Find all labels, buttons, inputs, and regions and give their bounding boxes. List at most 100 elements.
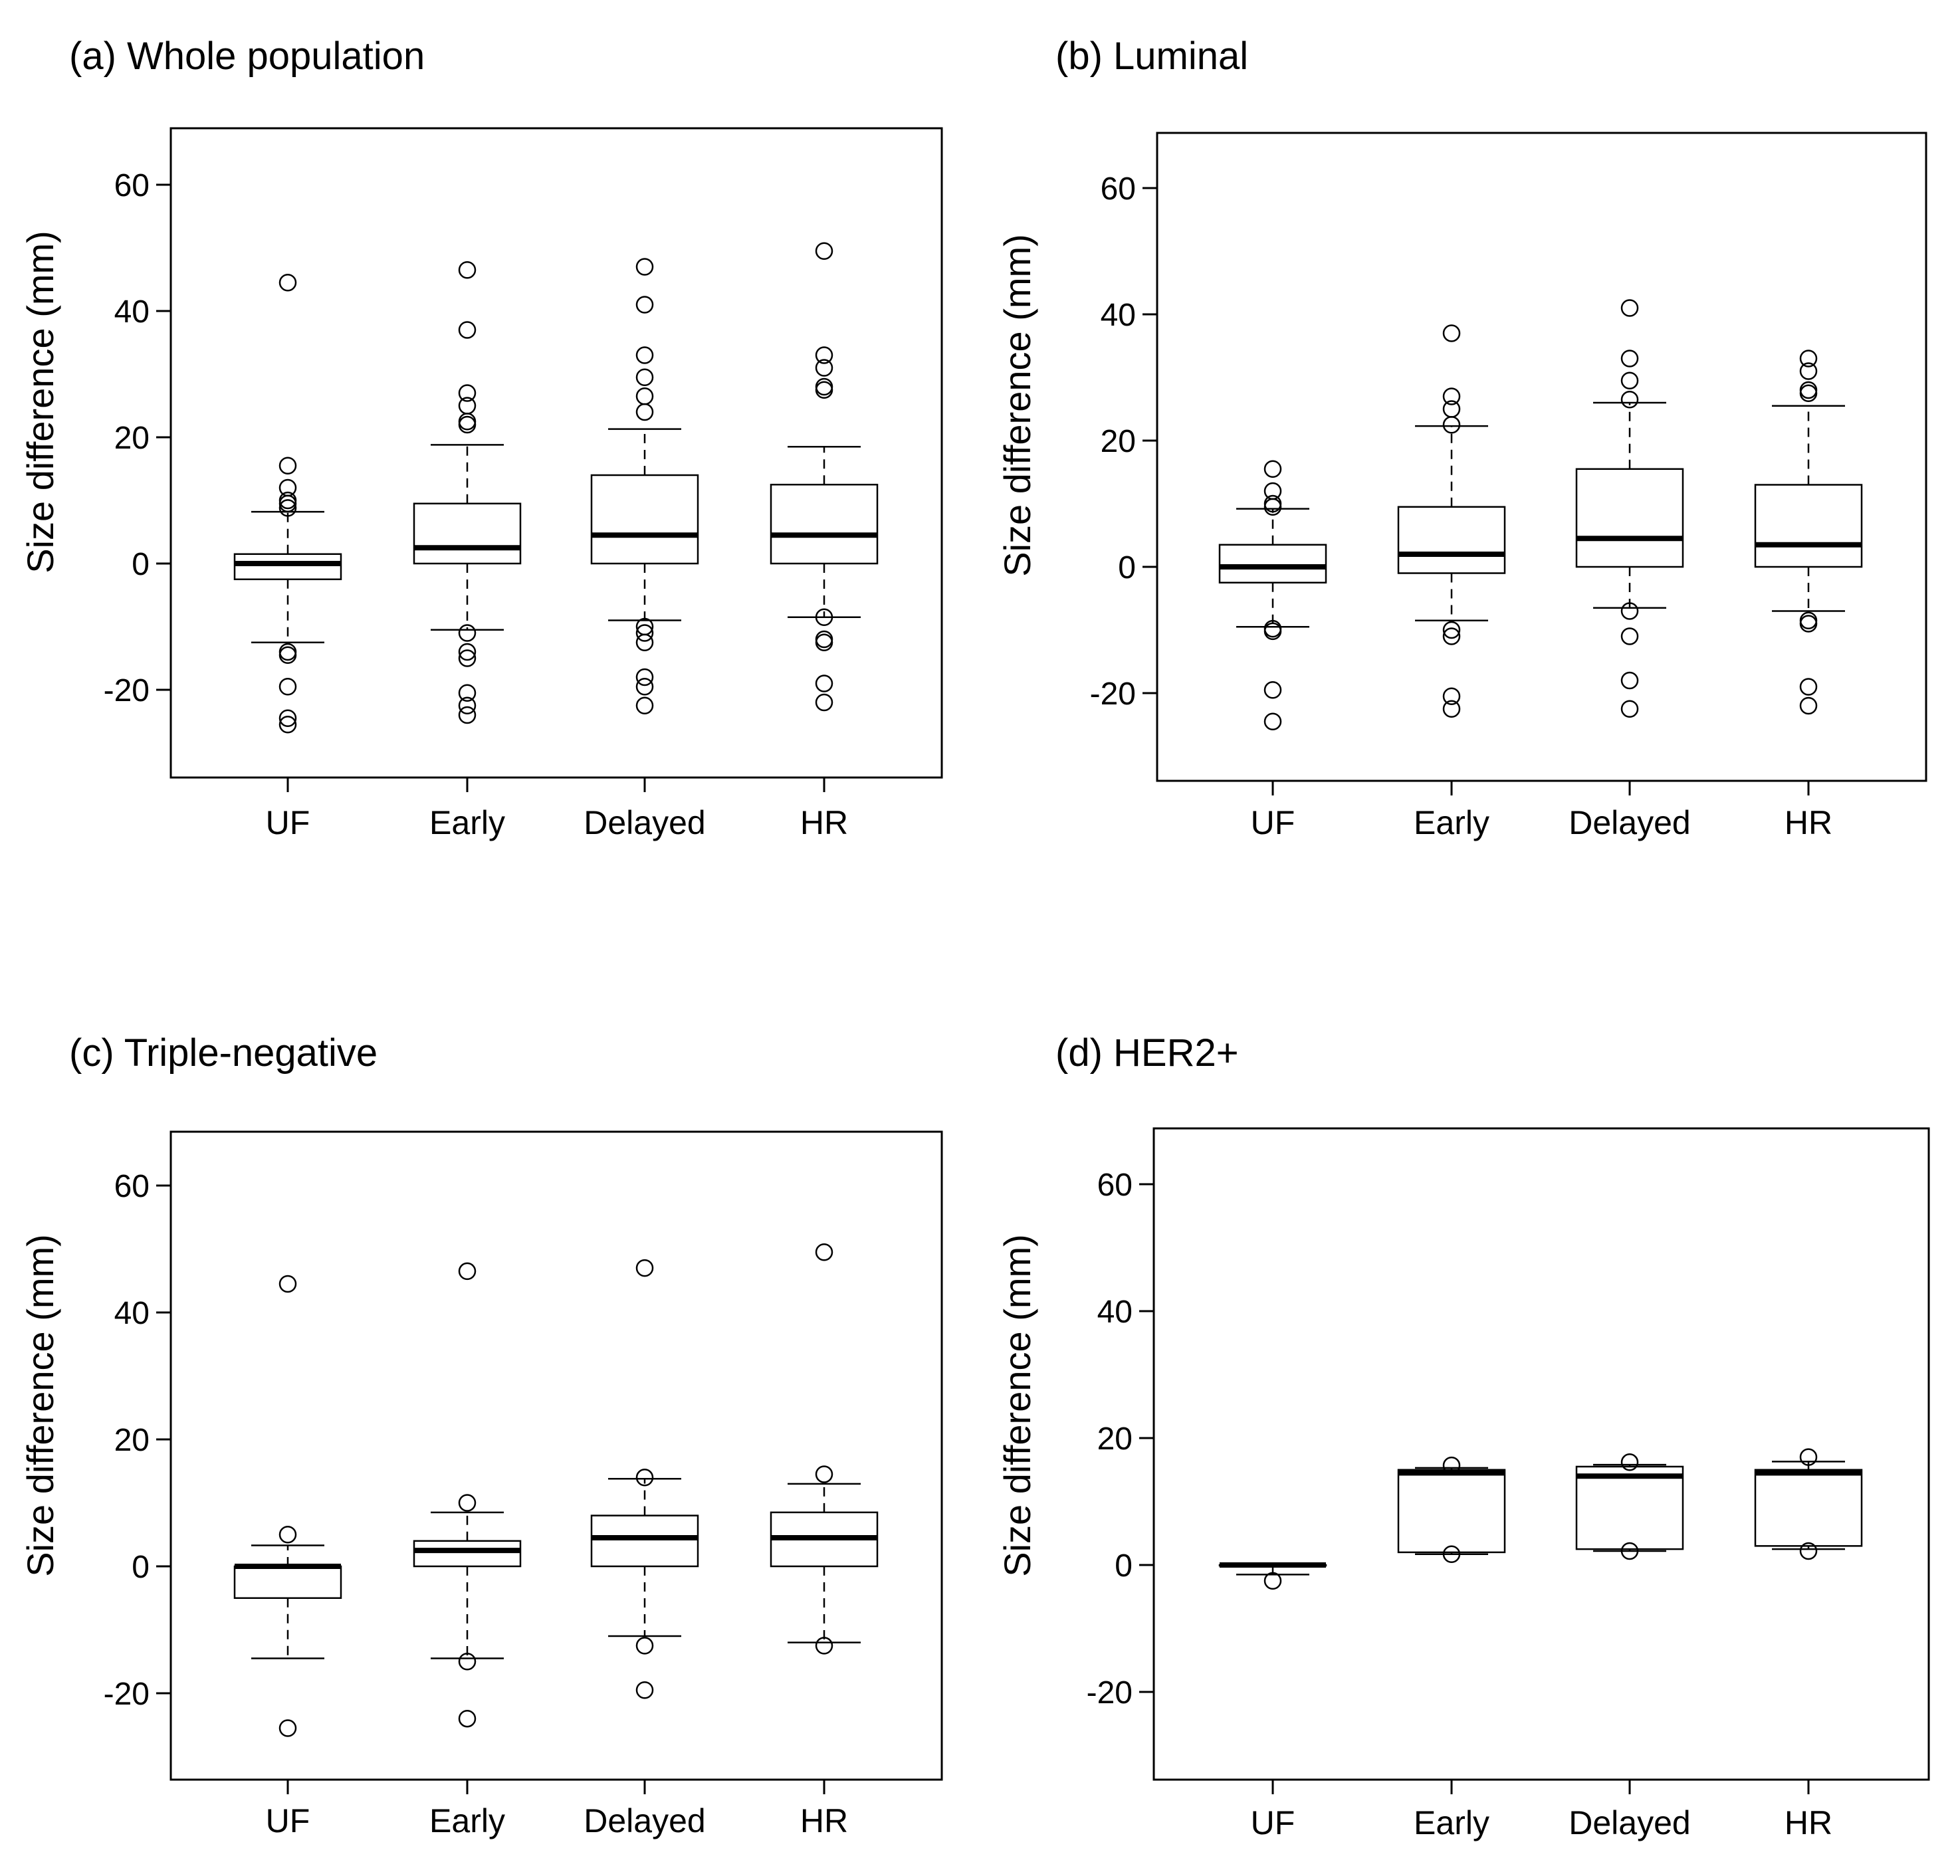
panel-c-ytick-label: -20 (104, 1677, 150, 1712)
outlier-point (635, 296, 654, 314)
panel-d-category-label: HR (1785, 1804, 1832, 1841)
outlier-point (1799, 615, 1818, 633)
panel-b-category-label: Early (1414, 804, 1489, 841)
outlier-point (815, 608, 833, 626)
panel-d-category-label: UF (1251, 1804, 1295, 1841)
panel-b-ytick-label: 20 (1101, 424, 1136, 459)
outlier-point (458, 643, 477, 661)
panel-b-box-early (1397, 324, 1506, 718)
outlier-point (815, 1243, 833, 1261)
panel-a-plot-frame (169, 127, 943, 779)
outlier-point (278, 709, 297, 727)
outlier-point (1442, 621, 1461, 639)
outlier-point (635, 368, 654, 386)
panel-d-box-delayed (1575, 1453, 1684, 1560)
outlier-point (815, 693, 833, 712)
outlier-point (1799, 362, 1818, 380)
outlier-point (1442, 324, 1461, 342)
outlier-point (1799, 678, 1818, 696)
panel-c-category-label: HR (800, 1802, 848, 1839)
outlier-point (1442, 1545, 1461, 1564)
outlier-point (635, 668, 654, 686)
iqr-box (590, 1514, 699, 1568)
outlier-point (1263, 498, 1282, 516)
outlier-point (1620, 1542, 1639, 1560)
outlier-point (458, 684, 477, 702)
iqr-box (1397, 1469, 1506, 1554)
outlier-point (635, 387, 654, 405)
panel-c-category-label: Early (429, 1802, 505, 1839)
iqr-box (413, 502, 522, 565)
outlier-point (1620, 391, 1639, 409)
outlier-point (1799, 350, 1818, 367)
outlier-point (458, 1709, 477, 1728)
panel-b-title: (b) Luminal (1055, 35, 1248, 78)
outlier-point (1442, 400, 1461, 418)
outlier-point (635, 1259, 654, 1277)
outlier-point (1442, 1456, 1461, 1475)
panel-b-box-uf (1218, 460, 1327, 730)
outlier-point (635, 1681, 654, 1699)
panel-b-box-hr (1754, 350, 1863, 715)
outlier-point (278, 478, 297, 497)
panel-b-ytick-label: 0 (1118, 550, 1136, 585)
panel-b-category-label: Delayed (1569, 804, 1690, 841)
outlier-point (458, 384, 477, 402)
outlier-point (815, 633, 833, 651)
outlier-point (1799, 384, 1818, 402)
panel-b: (b) Luminal Size difference (mm) 60 40 20 0… (996, 35, 1927, 841)
panel-a-box-hr (770, 242, 879, 712)
iqr-box (233, 1565, 342, 1599)
outlier-point (1620, 1453, 1639, 1471)
panel-b-marks: 60 40 20 0 -20 UF Early Delayed HR (1090, 171, 1863, 841)
outlier-point (278, 716, 297, 734)
outlier-point (1620, 602, 1639, 620)
outlier-point (1442, 687, 1461, 705)
iqr-box (590, 474, 699, 565)
panel-a-title: (a) Whole population (69, 35, 425, 78)
outlier-point (1263, 460, 1282, 478)
panel-a-category-label: Delayed (584, 804, 705, 841)
panel-d-box-early (1397, 1456, 1506, 1564)
outlier-point (1263, 622, 1282, 641)
panel-d-category-label: Delayed (1569, 1804, 1690, 1841)
outlier-point (815, 359, 833, 377)
outlier-point (278, 494, 297, 512)
panel-a-ytick-label: 0 (132, 547, 150, 582)
panel-c-box-uf (233, 1275, 342, 1737)
panel-d-ytick-label: -20 (1087, 1675, 1133, 1711)
panel-c-category-label: UF (266, 1802, 310, 1839)
outlier-point (278, 678, 297, 696)
outlier-point (635, 678, 654, 696)
panel-a-category-label: Early (429, 804, 505, 841)
panel-c-marks: 60 40 20 0 -20 UF Early Delayed HR (104, 1169, 879, 1839)
outlier-point (1620, 371, 1639, 389)
iqr-box (1754, 1469, 1863, 1547)
panel-c-ytick-label: 40 (114, 1296, 150, 1331)
outlier-point (1442, 700, 1461, 718)
outlier-point (1442, 387, 1461, 405)
panel-a-box-delayed (590, 258, 699, 714)
outlier-point (815, 346, 833, 364)
iqr-box (1575, 468, 1684, 568)
outlier-point (815, 242, 833, 260)
outlier-point (278, 646, 297, 664)
iqr-box (233, 553, 342, 580)
outlier-point (458, 1653, 477, 1671)
outlier-point (278, 457, 297, 474)
iqr-box (1754, 484, 1863, 568)
panel-d: (d) HER2+ Size difference (mm) 60 40 20 0 -2… (996, 1031, 1930, 1841)
panel-d-ytick-label: 60 (1097, 1168, 1133, 1203)
outlier-point (815, 1465, 833, 1483)
panel-a-box-uf (233, 274, 342, 734)
panel-c-box-hr (770, 1243, 879, 1655)
panel-b-ylabel: Size difference (mm) (996, 234, 1038, 577)
outlier-point (635, 258, 654, 276)
outlier-point (458, 1262, 477, 1281)
outlier-point (815, 381, 833, 399)
outlier-point (458, 321, 477, 339)
iqr-box (1397, 506, 1506, 574)
panel-b-ytick-label: -20 (1090, 677, 1136, 712)
panel-c: (c) Triple-negative Size difference (mm)… (19, 1031, 943, 1839)
